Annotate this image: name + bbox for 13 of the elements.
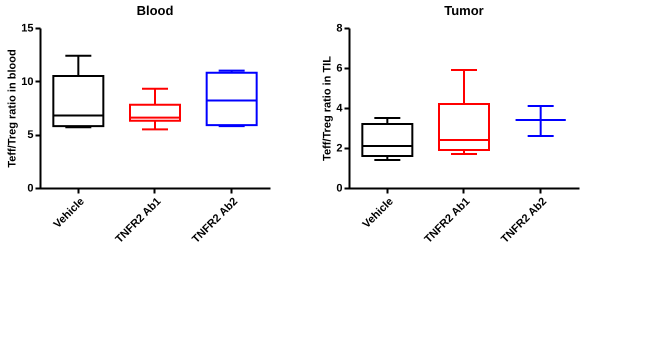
- y-tick-label: 10: [21, 76, 34, 88]
- y-tick-label: 8: [336, 22, 342, 34]
- y-axis-title: Teff/Treg ratio in blood: [6, 49, 18, 168]
- y-axis-title: Teff/Treg ratio in TIL: [321, 56, 334, 161]
- y-tick-label: 6: [336, 62, 342, 74]
- chart-title: Blood: [136, 3, 174, 18]
- y-tick-label: 4: [336, 102, 344, 114]
- chart-title: Tumor: [444, 3, 484, 18]
- y-tick-label: 2: [336, 142, 342, 154]
- y-tick-label: 15: [21, 22, 34, 34]
- y-tick-label: 0: [27, 182, 34, 194]
- y-tick-label: 0: [336, 182, 342, 194]
- y-tick-label: 5: [27, 129, 34, 142]
